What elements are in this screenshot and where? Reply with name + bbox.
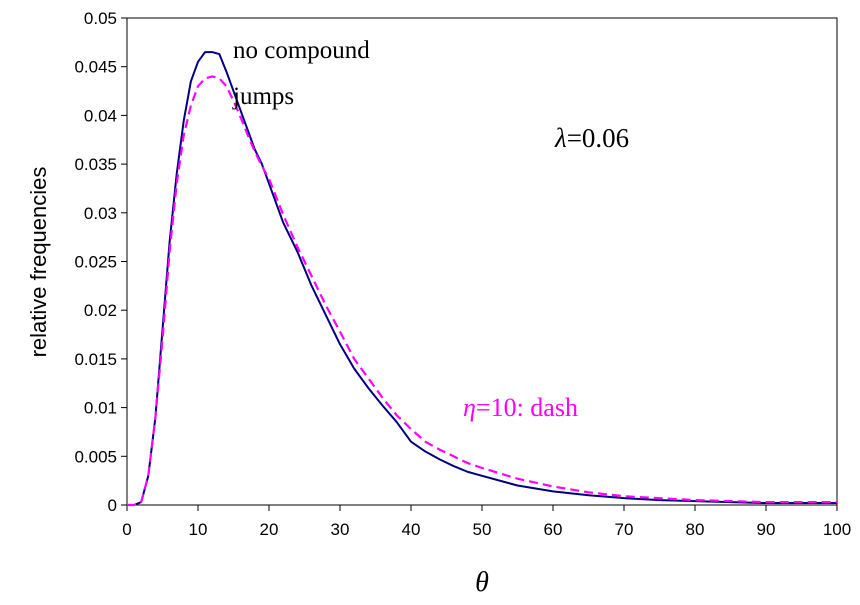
y-axis: 0 0.005 0.01 0.015 0.02 0.025 0.03 0.035 0.04 0.0… [74,9,127,515]
x-tick-label: 30 [331,520,350,539]
x-tick-label: 90 [757,520,776,539]
x-axis: 0 10 20 30 40 50 60 70 80 90 100 [122,505,851,539]
annotation-eta: η=10: dash [463,393,578,422]
x-tick-label: 100 [823,520,851,539]
y-tick-label: 0.005 [74,447,117,466]
y-tick-label: 0.045 [74,58,117,77]
x-tick-label: 0 [122,520,131,539]
x-tick-label: 60 [544,520,563,539]
y-tick-label: 0.015 [74,350,117,369]
eta-value: =10: dash [476,393,578,422]
y-tick-label: 0.01 [84,399,117,418]
x-tick-label: 70 [615,520,634,539]
y-tick-label: 0.04 [84,106,117,125]
x-tick-label: 20 [260,520,279,539]
annotation-no-compound-line1: no compound [233,37,370,64]
lambda-symbol: λ [554,123,567,153]
y-tick-label: 0.05 [84,9,117,28]
y-axis-title: relative frequencies [26,167,51,358]
lambda-value: =0.06 [567,123,629,153]
y-tick-label: 0.02 [84,301,117,320]
annotation-no-compound-line2: jumps [232,83,294,110]
y-tick-label: 0.03 [84,204,117,223]
eta-symbol: η [463,393,476,422]
x-tick-label: 40 [402,520,421,539]
series-line-1 [127,51,837,506]
x-tick-label: 80 [686,520,705,539]
series-line-2 [127,75,837,507]
x-tick-label: 50 [473,520,492,539]
y-tick-label: 0.025 [74,253,117,272]
annotation-lambda: λ=0.06 [554,123,629,153]
y-tick-label: 0 [108,496,117,515]
x-axis-title: θ [475,567,489,598]
x-tick-label: 10 [189,520,208,539]
y-tick-label: 0.035 [74,155,117,174]
series-layer [127,51,837,507]
